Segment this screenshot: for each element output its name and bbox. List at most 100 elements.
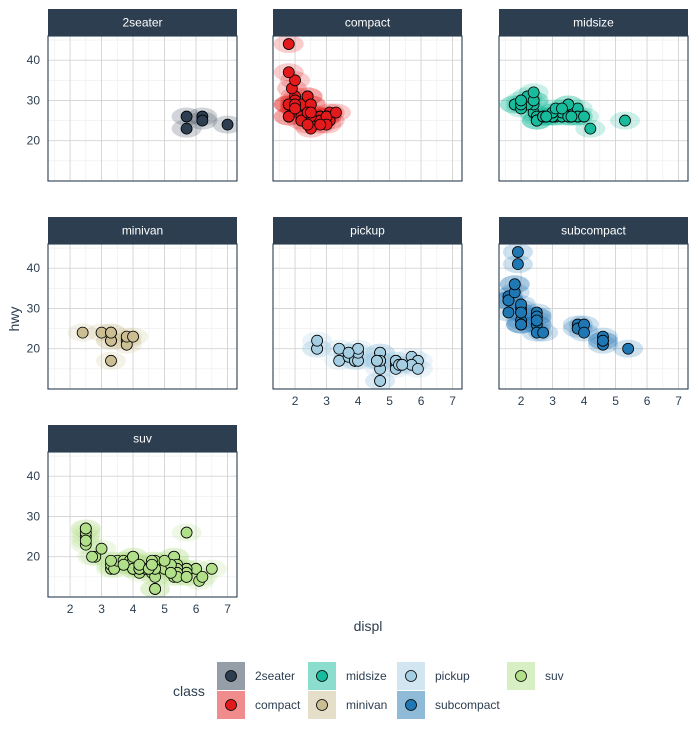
data-point [146,558,158,571]
data-point [502,294,515,307]
legend-label: suv [545,669,564,683]
data-point [330,106,342,119]
data-point [515,94,527,107]
legend-key-point [316,670,328,682]
y-tick-label: 40 [27,469,41,483]
data-point [537,326,549,339]
facet-strip-label: midsize [573,16,614,30]
legend-entry-2seater: 2seater [217,662,295,690]
x-axis-title: displ [354,618,383,634]
data-point [95,542,108,555]
x-tick-label: 6 [418,394,425,408]
data-point [342,346,355,359]
y-axis-title: hwy [6,307,22,332]
x-tick-label: 6 [644,394,651,408]
legend-label: pickup [435,669,470,683]
data-point [86,550,98,563]
y-tick-label: 40 [27,261,41,275]
legend-entry-suv: suv [507,662,564,690]
legend-entry-compact: compact [217,691,301,719]
data-point [180,570,193,583]
facet-strip-label: subcompact [561,224,626,238]
facet-panel-suv: suv 20 30 40 2 3 4 5 6 7 [27,425,238,616]
x-tick-label: 7 [224,602,231,616]
y-tick-label: 20 [27,550,41,564]
x-tick-label: 5 [612,394,619,408]
data-point [508,278,521,291]
data-point [371,354,383,367]
data-point [127,550,139,563]
facet-strip-label: suv [133,432,152,446]
x-tick-label: 4 [581,394,588,408]
facet-strip [499,217,688,244]
y-tick-label: 30 [27,301,41,315]
data-point [530,314,543,327]
facet-strip [48,425,237,452]
legend-label: midsize [346,669,387,683]
x-tick-label: 4 [130,602,137,616]
legend-key-point [405,699,417,711]
legend-key-point [225,670,237,682]
legend-entry-midsize: midsize [308,662,387,690]
data-point [515,306,527,319]
x-tick-label: 2 [292,394,299,408]
x-tick-label: 7 [449,394,456,408]
facet-strip [499,9,688,36]
data-point [79,522,92,535]
data-point [105,354,117,367]
y-tick-label: 20 [27,134,41,148]
facet-panel-midsize: midsize [498,9,689,182]
x-tick-label: 3 [98,602,105,616]
x-tick-label: 2 [518,394,525,408]
legend-key-point [405,670,417,682]
data-point [578,326,590,339]
legend-entry-minivan: minivan [308,691,387,719]
facet-strip [273,217,462,244]
facet-strip-label: minivan [122,224,163,238]
data-point [565,110,578,123]
data-point [180,122,193,135]
data-point [374,375,387,387]
facet-panel-pickup: pickup 2 3 4 5 6 7 [272,217,463,408]
data-point [411,362,424,375]
data-point [512,246,524,258]
data-point [622,342,635,355]
facet-panels: 2seater 20 30 40 compact midsize minivan 20 30 40… [27,9,689,616]
facet-strip [48,217,237,244]
data-point [311,334,324,347]
data-point [76,326,89,339]
data-point [180,526,193,539]
data-point [282,38,295,50]
data-point [396,358,409,371]
data-point [289,102,301,115]
data-point [512,258,524,271]
x-tick-label: 4 [355,394,362,408]
legend-label: 2seater [255,669,295,683]
data-point [301,118,314,131]
y-tick-label: 30 [27,93,41,107]
legend-key-point [225,699,237,711]
facet-strip-label: pickup [350,224,385,238]
legend-label: subcompact [435,698,500,712]
legend-key-point [316,699,328,711]
facet-panel-2seater: 2seater 20 30 40 [27,9,238,182]
legend-key-point [515,670,527,682]
legend-title: class [173,683,205,699]
panel-background [48,244,237,389]
facet-strip-label: compact [345,16,391,30]
data-point [164,566,177,579]
x-tick-label: 3 [323,394,330,408]
data-point [502,306,515,319]
y-tick-label: 40 [27,53,41,67]
data-point [105,326,117,339]
data-point [584,122,597,135]
y-tick-label: 30 [27,509,41,523]
y-tick-label: 20 [27,342,41,356]
data-point [105,554,117,567]
data-point [149,583,162,595]
data-point [282,110,295,123]
data-point [289,74,301,87]
x-tick-label: 5 [161,602,168,616]
data-point [597,334,609,347]
data-point [515,318,527,331]
